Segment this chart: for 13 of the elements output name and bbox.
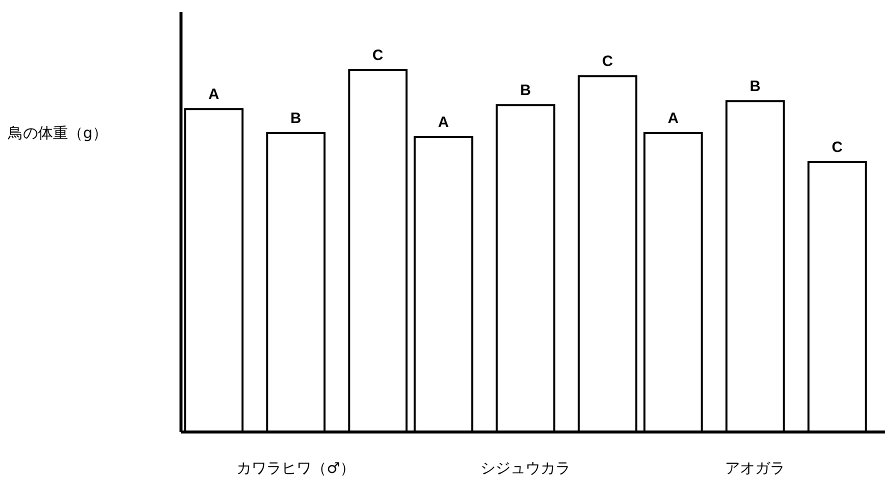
text: B — [290, 110, 302, 127]
y-axis-title: 鳥の体重（g） — [7, 124, 108, 142]
text: A — [668, 110, 679, 127]
x-tick-label: シジュウカラ — [480, 459, 570, 477]
x-tick-label: アオガラ — [725, 459, 786, 477]
series-label: C — [372, 47, 384, 64]
series-label: A — [208, 86, 220, 104]
text: A — [438, 114, 449, 131]
text: C — [832, 138, 843, 156]
x-tick-label: カワラヒワ（♂） — [236, 459, 356, 477]
series-label: B — [520, 82, 532, 100]
text: B — [750, 78, 761, 96]
text: C — [602, 53, 613, 70]
